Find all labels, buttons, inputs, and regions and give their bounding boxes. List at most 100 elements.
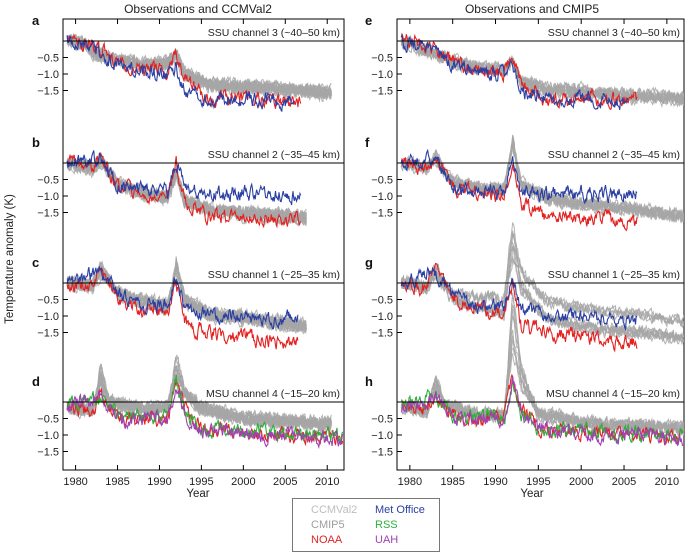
y-tick-label-g: −1.5 [371,328,393,340]
legend-item-noaa: NOAA [311,534,343,546]
y-tick-label-f: −1.0 [371,191,393,203]
x-tick-label-left: 1990 [147,476,171,488]
y-tick-label-a: −1.0 [37,69,59,81]
panel-f: f SSU channel 2 (~35–45 km) −0.5 −1.0 −1.5 [365,134,684,232]
y-tick-label-a: −1.5 [37,86,59,98]
panel-e: e SSU channel 3 (~40–50 km) −0.5 −1.0 −1.5 [365,13,684,111]
plot-frame-right [396,18,685,471]
panel-letter-d: d [32,374,40,389]
legend-item-ccmval2: CCMVal2 [311,504,358,516]
panel-d-lines [66,354,344,450]
panel-b-lines [66,150,307,229]
panel-h: h MSU channel 4 (~15–20 km) −0.5 −1.0 −1.5 [365,292,684,459]
y-tick-label-d: −0.5 [37,414,59,426]
panel-b: b SSU channel 2 (~35–45 km) −0.5 −1.0 −1.5 [32,135,344,229]
x-tick-label-right: 1980 [398,476,422,488]
x-tick-label-left: 2010 [315,476,339,488]
panel-h-lines [400,292,684,447]
channel-label-b: SSU channel 2 (~35–45 km) [208,149,340,161]
panel-g: g SSU channel 1 (~25–35 km) −0.5 −1.0 −1.5 [365,222,684,353]
y-tick-label-d: −1.0 [37,430,59,442]
model-run-line [400,246,684,346]
channel-label-f: SSU channel 2 (~35–45 km) [548,149,680,161]
panel-letter-f: f [365,135,370,150]
panel-g-lines [400,222,684,353]
x-tick-label-right: 2010 [655,476,679,488]
observation-line-noaa [66,266,299,350]
panel-a-lines [66,32,332,113]
y-tick-label-b: −1.5 [37,208,59,220]
x-tick-label-left: 2005 [273,476,297,488]
left-column-title: Observations and CCMVal2 [124,2,272,16]
x-tick-label-right: 1995 [526,476,550,488]
x-axis-title-right: Year [520,488,543,500]
channel-label-h: MSU channel 4 (~15–20 km) [546,388,680,400]
observation-line-met-office [66,150,302,206]
x-tick-label-left: 1985 [105,476,129,488]
observation-line-uah [66,388,344,450]
panel-letter-b: b [32,135,40,150]
channel-label-e: SSU channel 3 (~40–50 km) [548,27,680,39]
channel-label-d: MSU channel 4 (~15–20 km) [206,388,340,400]
legend: CCMVal2 CMIP5 NOAA Met Office RSS UAH [292,498,440,552]
panel-e-lines [400,32,684,111]
legend-item-met-office: Met Office [375,504,425,516]
panels-group: 1980 1985 1990 1995 2000 2005 2010 1980 1985 1990… [32,13,685,488]
channel-label-g: SSU channel 1 (~25–35 km) [548,269,680,281]
x-tick-label-left: 1995 [189,476,213,488]
observation-line-noaa [66,34,302,109]
model-run-line [400,38,684,106]
panel-letter-e: e [365,13,372,28]
x-tick-label-right: 2000 [569,476,593,488]
x-tick-label-right: 2005 [612,476,636,488]
panel-d: d MSU channel 4 (~15–20 km) −0.5 −1.0 −1.5 [32,354,344,459]
panel-letter-g: g [365,255,373,270]
y-tick-label-b: −0.5 [37,175,59,187]
panel-a: a SSU channel 3 (~40–50 km) −0.5 −1.0 −1.5 [32,13,344,113]
y-tick-label-h: −0.5 [371,414,393,426]
x-tick-label-right: 1985 [440,476,464,488]
legend-item-uah: UAH [375,534,399,546]
y-tick-label-g: −0.5 [371,295,393,307]
observation-line-noaa [400,262,638,353]
model-run-line [66,32,332,97]
observation-line-noaa [66,151,302,229]
plot-frame-left [62,18,345,471]
y-axis-title: Temperature anomaly (K) [4,194,16,324]
observation-line-met-office [66,265,299,330]
observation-line-uah [400,376,684,447]
y-tick-label-c: −1.0 [37,311,59,323]
model-run-line [400,138,684,220]
legend-item-rss: RSS [375,519,398,531]
legend-item-cmip5: CMIP5 [311,519,345,531]
y-tick-label-e: −0.5 [371,53,393,65]
y-tick-label-a: −0.5 [37,53,59,65]
observation-line-met-office [400,148,638,204]
x-tick-label-left: 2000 [231,476,255,488]
y-tick-label-h: −1.5 [371,447,393,459]
panel-f-lines [400,134,684,232]
x-tick-label-left: 1980 [63,476,87,488]
y-tick-label-f: −1.5 [371,208,393,220]
y-tick-label-c: −0.5 [37,295,59,307]
x-tick-label-right: 1990 [483,476,507,488]
right-column-title: Observations and CMIP5 [465,2,599,16]
y-tick-label-e: −1.5 [371,86,393,98]
y-tick-label-b: −1.0 [37,191,59,203]
observation-line-met-office [66,35,295,113]
y-tick-label-h: −1.0 [371,430,393,442]
y-tick-label-c: −1.5 [37,328,59,340]
y-tick-label-d: −1.5 [37,447,59,459]
y-tick-label-e: −1.0 [371,69,393,81]
model-run-line [400,348,684,434]
y-tick-label-g: −1.0 [371,311,393,323]
model-run-line [401,145,684,224]
panel-letter-h: h [365,374,373,389]
panel-letter-c: c [32,255,39,270]
channel-label-c: SSU channel 1 (~25–35 km) [208,269,340,281]
channel-label-a: SSU channel 3 (~40–50 km) [208,27,340,39]
x-axis-title-left: Year [186,488,209,500]
panel-c-lines [66,256,307,350]
panel-c: c SSU channel 1 (~25–35 km) −0.5 −1.0 −1.5 [32,255,344,350]
